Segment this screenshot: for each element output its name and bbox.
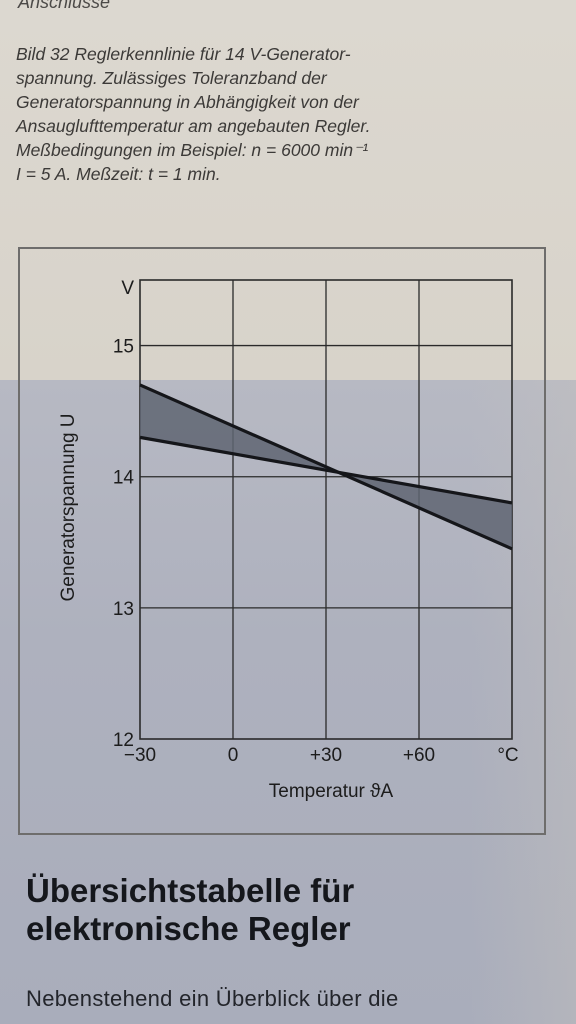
x-unit-label: °C xyxy=(497,745,518,766)
y-axis-title: Generatorspannung U xyxy=(58,413,79,601)
x-tick-label: 0 xyxy=(228,745,239,766)
voltage-temperature-chart: 12 13 14 15 V −30 0 +30 +60 °C Temperatur ϑA Genera… xyxy=(58,278,519,802)
x-tick-label: −30 xyxy=(124,745,156,766)
band-edge-flat xyxy=(139,435,513,505)
figure-box: 12 13 14 15 V −30 0 +30 +60 °C Temperatur ϑA Genera… xyxy=(18,247,546,835)
figure-caption: Bild 32 Reglerkennlinie für 14 V-Generat… xyxy=(16,44,371,184)
running-header: Anschlüsse xyxy=(18,0,111,12)
shadow-edge xyxy=(470,380,576,1024)
body-text: Nebenstehend ein Überblick über die xyxy=(26,986,399,1011)
shadow-overlay xyxy=(0,380,576,1024)
band-edge-steep xyxy=(139,383,513,551)
x-tick-label: +30 xyxy=(310,745,342,766)
x-axis-title: Temperatur ϑA xyxy=(269,781,394,802)
y-tick-label: 15 xyxy=(113,337,134,358)
y-tick-label: 12 xyxy=(113,730,134,751)
y-tick-label: 13 xyxy=(113,599,134,620)
y-tick-label: 14 xyxy=(113,468,135,489)
x-tick-label: +60 xyxy=(403,745,435,766)
y-unit-label: V xyxy=(121,278,134,299)
section-title: Übersichtstabelle für elektronische Regl… xyxy=(26,872,355,947)
page-background xyxy=(0,0,576,380)
